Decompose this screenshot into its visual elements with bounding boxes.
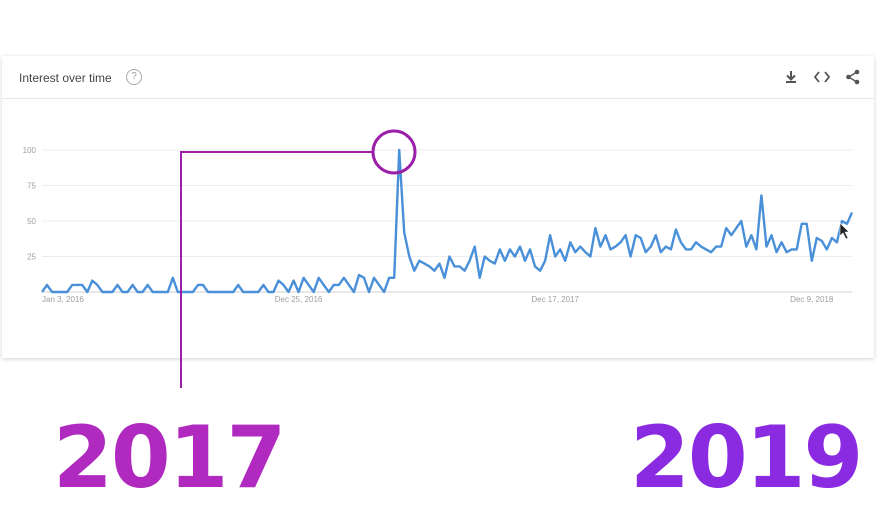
interest-over-time-card: Interest over time ? xyxy=(2,56,874,358)
download-icon[interactable] xyxy=(782,68,800,86)
y-tick-label: 75 xyxy=(27,182,36,191)
x-tick-label: Dec 25, 2016 xyxy=(275,295,323,304)
year-label-2019: 2019 xyxy=(630,408,863,508)
help-icon[interactable]: ? xyxy=(126,69,142,85)
card-header: Interest over time ? xyxy=(2,56,874,99)
mouse-cursor-icon xyxy=(839,222,850,240)
year-label-2017: 2017 xyxy=(53,408,286,508)
series-line[interactable] xyxy=(41,148,854,294)
x-tick-label: Dec 17, 2017 xyxy=(531,295,579,304)
embed-icon[interactable] xyxy=(813,68,831,86)
card-title: Interest over time xyxy=(19,71,112,85)
share-icon[interactable] xyxy=(844,68,862,86)
y-tick-label: 25 xyxy=(27,253,36,262)
y-tick-label: 100 xyxy=(23,146,37,155)
x-tick-label: Jan 3, 2016 xyxy=(42,295,84,304)
x-tick-label: Dec 9, 2018 xyxy=(790,295,834,304)
y-tick-label: 50 xyxy=(27,217,36,226)
